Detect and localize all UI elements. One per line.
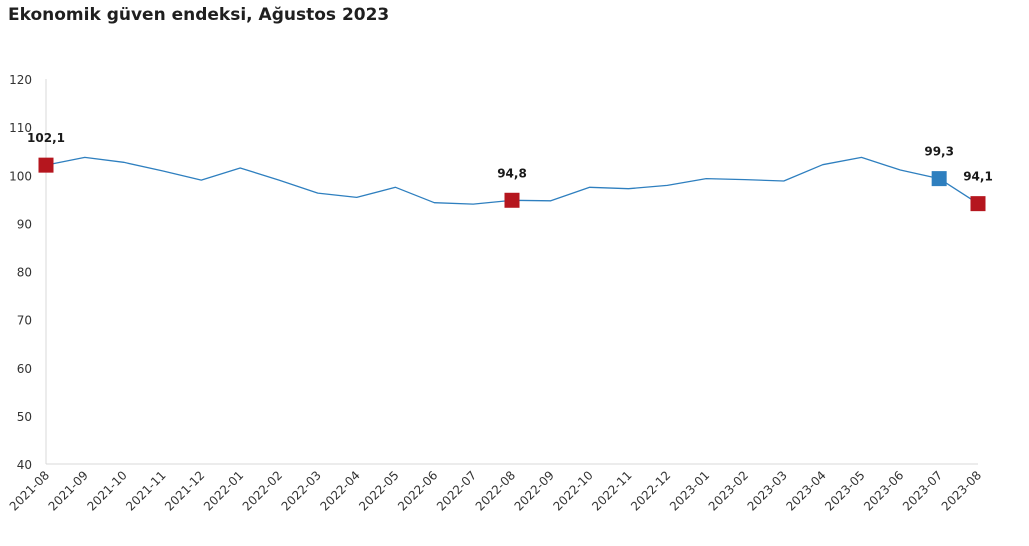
x-axis-tick-labels: 2021-082021-092021-102021-112021-122022-… xyxy=(7,468,984,513)
x-tick-label: 2021-12 xyxy=(162,468,207,513)
x-tick-label: 2022-09 xyxy=(512,468,557,513)
y-tick-label: 80 xyxy=(17,266,32,280)
x-tick-label: 2022-10 xyxy=(550,468,595,513)
x-tick-label: 2022-05 xyxy=(356,468,401,513)
x-tick-label: 2023-05 xyxy=(822,468,867,513)
x-tick-label: 2021-08 xyxy=(7,468,52,513)
x-tick-label: 2021-10 xyxy=(84,468,129,513)
data-label: 94,1 xyxy=(963,170,993,184)
x-tick-label: 2023-03 xyxy=(745,468,790,513)
data-point-marker xyxy=(970,196,986,212)
data-label: 94,8 xyxy=(497,166,527,180)
x-tick-label: 2023-06 xyxy=(861,468,906,513)
data-label: 102,1 xyxy=(27,131,65,145)
x-tick-label: 2022-08 xyxy=(473,468,518,513)
data-labels: 102,1 94,8 99,3 94,1 xyxy=(27,131,993,184)
y-tick-label: 110 xyxy=(9,121,32,135)
y-tick-label: 60 xyxy=(17,362,32,376)
x-tick-label: 2022-01 xyxy=(201,468,246,513)
x-tick-label: 2021-11 xyxy=(123,468,168,513)
x-tick-label: 2022-06 xyxy=(395,468,440,513)
y-tick-label: 90 xyxy=(17,217,32,231)
y-tick-label: 120 xyxy=(9,73,32,87)
x-tick-label: 2021-09 xyxy=(46,468,91,513)
x-tick-label: 2022-12 xyxy=(628,468,673,513)
y-tick-label: 70 xyxy=(17,314,32,328)
x-tick-label: 2023-04 xyxy=(783,468,828,513)
data-label: 99,3 xyxy=(924,145,954,159)
x-tick-label: 2023-02 xyxy=(706,468,751,513)
y-tick-label: 40 xyxy=(17,458,32,472)
x-tick-label: 2023-07 xyxy=(900,468,945,513)
x-tick-label: 2022-04 xyxy=(317,468,362,513)
x-tick-label: 2023-08 xyxy=(939,468,984,513)
x-tick-label: 2023-01 xyxy=(667,468,712,513)
chart-title: Ekonomik güven endeksi, Ağustos 2023 xyxy=(8,5,390,25)
x-tick-label: 2022-02 xyxy=(240,468,285,513)
y-tick-label: 100 xyxy=(9,169,32,183)
highlight-markers xyxy=(38,157,986,212)
data-point-marker xyxy=(504,192,520,208)
y-axis-tick-labels: 40 50 60 70 80 90 100 110 120 xyxy=(9,73,32,472)
data-point-marker xyxy=(931,171,947,187)
x-tick-label: 2022-03 xyxy=(279,468,324,513)
data-point-marker xyxy=(38,157,54,173)
chart-axes xyxy=(45,79,978,465)
y-tick-label: 50 xyxy=(17,410,32,424)
x-tick-label: 2022-07 xyxy=(434,468,479,513)
x-tick-label: 2022-11 xyxy=(589,468,634,513)
